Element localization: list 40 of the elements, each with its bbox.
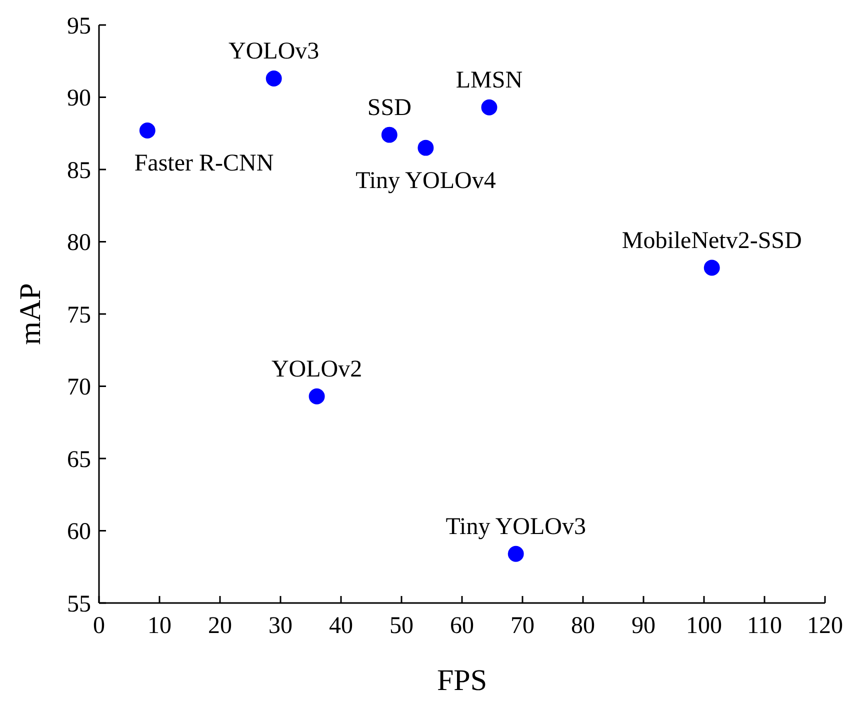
- point: [704, 260, 720, 276]
- point: [418, 140, 434, 156]
- x-tick-label: 90: [632, 613, 656, 639]
- point: [266, 70, 282, 86]
- y-tick-label: 85: [67, 158, 91, 184]
- annotation: SSD: [367, 94, 412, 121]
- point: [508, 546, 524, 562]
- x-tick-label: 0: [93, 613, 105, 639]
- point: [308, 388, 325, 404]
- annotation: Tiny YOLOv3: [446, 514, 586, 540]
- x-tick-label: 40: [329, 613, 353, 639]
- y-tick-label: 60: [67, 519, 91, 546]
- y-tick-label: 70: [67, 374, 91, 401]
- x-axis-title: FPS: [436, 664, 488, 697]
- y-tick-label: 90: [67, 86, 91, 112]
- y-axis-title: mAP: [14, 283, 47, 345]
- point: [381, 126, 398, 143]
- x-tick-label: 60: [450, 613, 474, 639]
- x-tick-label: 70: [510, 613, 534, 639]
- annotation: Tiny YOLOv4: [356, 168, 496, 194]
- y-tick-label: 75: [67, 302, 91, 328]
- annotation: Faster R-CNN: [134, 150, 274, 176]
- annotation: MobileNetv2-SSD: [622, 228, 802, 254]
- x-tick-label: 120: [807, 613, 843, 639]
- point: [481, 99, 498, 116]
- x-tick-label: 30: [268, 613, 292, 639]
- x-tick-label: 80: [571, 613, 595, 639]
- annotation: LMSN: [456, 67, 523, 94]
- annotation: YOLOv3: [228, 38, 320, 64]
- y-tick-label: 95: [67, 13, 91, 40]
- x-tick-label: 10: [148, 613, 172, 639]
- y-tick-label: 80: [67, 230, 91, 256]
- point: [139, 122, 156, 138]
- y-tick-label: 65: [67, 446, 91, 473]
- x-tick-label: 100: [686, 613, 722, 639]
- annotation: YOLOv2: [271, 356, 362, 382]
- x-tick-label: 110: [746, 613, 782, 639]
- x-tick-label: 50: [390, 613, 414, 639]
- y-tick-label: 55: [67, 591, 91, 618]
- x-tick-label: 20: [208, 613, 232, 639]
